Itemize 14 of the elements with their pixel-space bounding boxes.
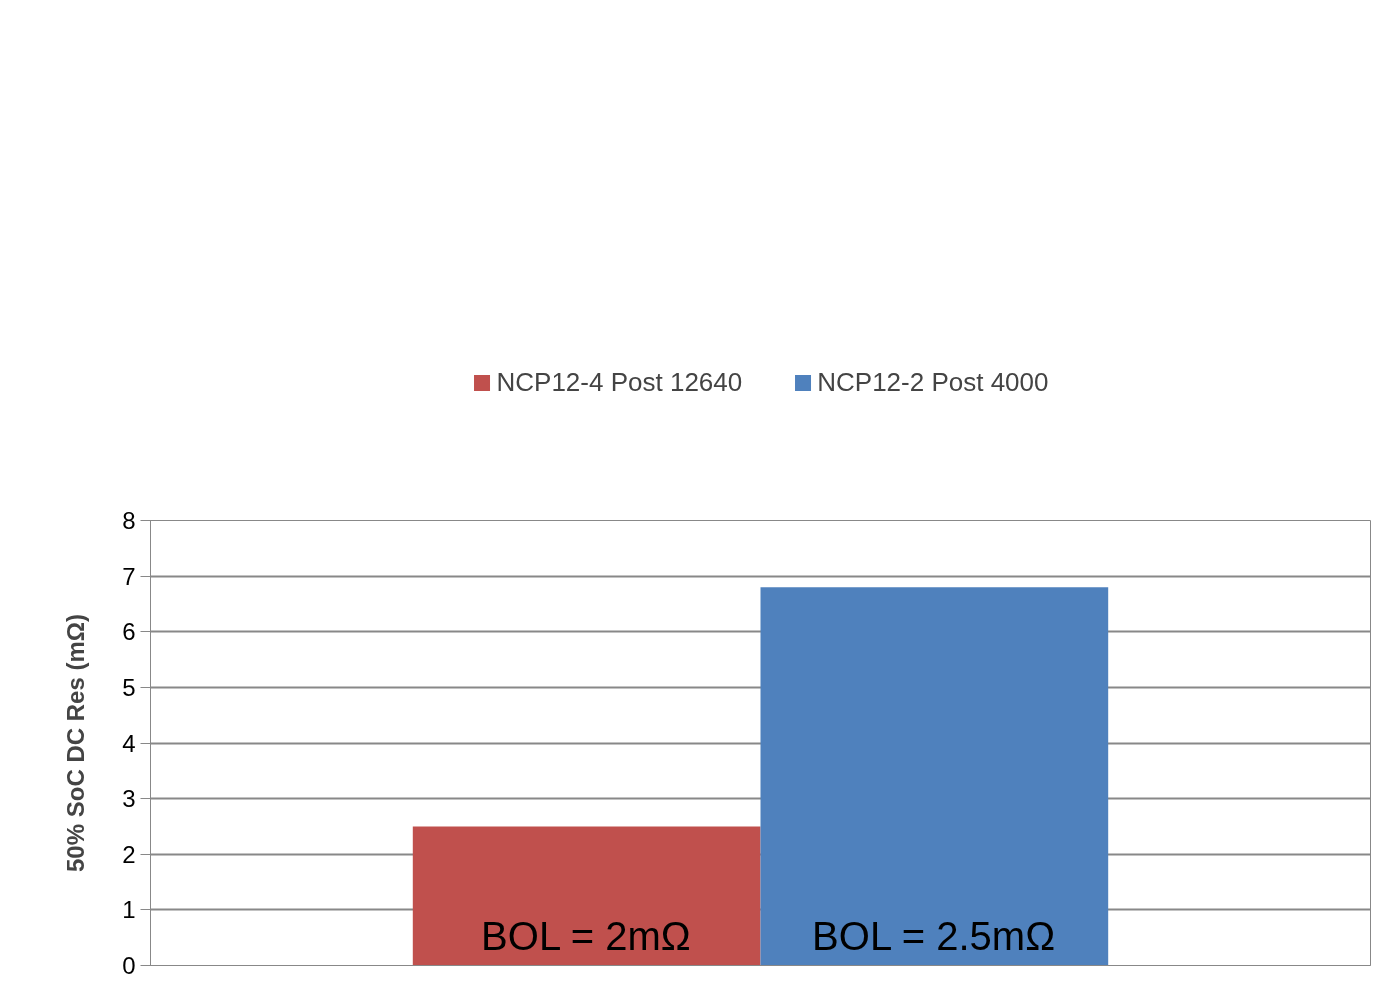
- y-tick-label: 6: [122, 618, 136, 646]
- y-tick-label: 7: [122, 562, 136, 590]
- annotation: BOL = 2mΩ: [481, 913, 691, 958]
- legend-label: NCP12-2 Post 4000: [817, 366, 1049, 398]
- y-tick-label: 5: [122, 673, 136, 701]
- y-tick-label: 3: [122, 785, 136, 813]
- y-tick-label: 2: [122, 840, 136, 868]
- y-tick-label: 1: [122, 896, 136, 924]
- y-tick-label: 8: [122, 507, 136, 534]
- legend-label: NCP12-4 Post 12640: [496, 366, 743, 398]
- y-tick-label: 4: [122, 729, 136, 757]
- annotation: BOL = 2.5mΩ: [812, 913, 1056, 958]
- y-axis-title: 50% SoC DC Res (mΩ): [62, 614, 90, 872]
- y-tick-label: 0: [122, 952, 136, 979]
